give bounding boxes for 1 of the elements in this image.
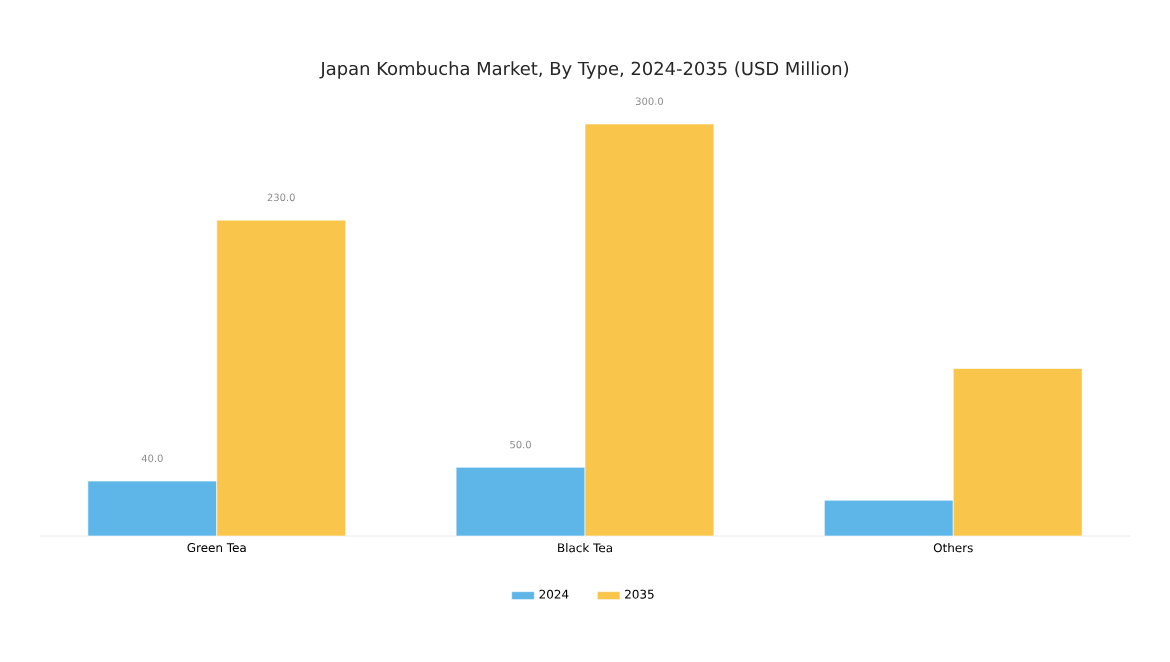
chart-title: Japan Kombucha Market, By Type, 2024-2035 (USD Million): [319, 61, 849, 79]
